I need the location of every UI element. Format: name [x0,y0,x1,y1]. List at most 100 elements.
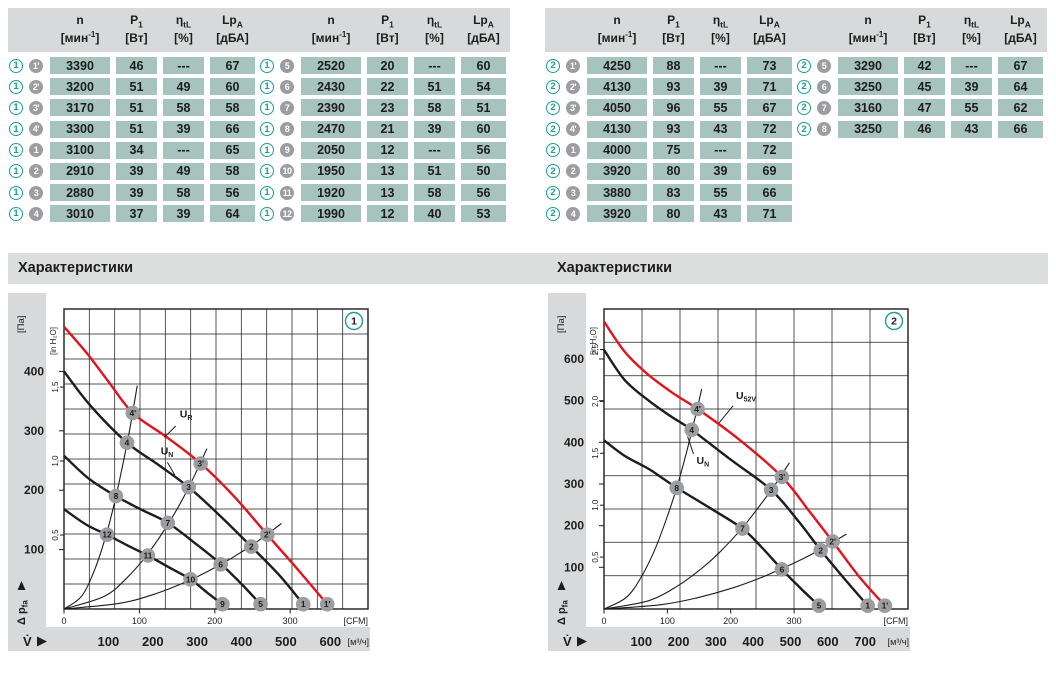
group-number-badge: 1 [9,164,23,179]
value-cell-0: 3200 [50,78,110,96]
group-number-badge: 2 [546,206,560,221]
right-arrow-icon [577,636,587,647]
value-cell-0: 4050 [587,99,647,117]
header-group: n [мин-1] P1 [Вт] ηtL [%] LpA [дБА] [259,8,506,52]
value-cell-1: 13 [367,184,408,202]
operating-point-1: 1 [295,597,311,612]
table-row: 1 5 2520 20 --- 60 [259,57,510,74]
value-cell-1: 93 [653,78,694,96]
operating-point-badge: 1' [29,58,43,73]
value-cell-0: 2390 [301,99,361,117]
cfm-tick-label: 200 [723,616,738,626]
value-cell-3: 53 [461,205,506,223]
table-row: 2 7 3160 47 55 62 [796,99,1047,117]
value-cell-3: 69 [747,162,792,180]
group-number-badge: 1 [260,143,274,158]
cfm-tick-label: 200 [207,616,222,626]
group-number-badge: 1 [260,185,274,200]
svg-text:1: 1 [351,316,357,328]
fan-curve-chart-2: U52V UN 4' 4 3' 3 8 7 2' 2 6 5 1 1' 2 100 200 300 400 500 60… [548,293,928,664]
svg-text:1: 1 [865,601,870,611]
group-number-badge: 1 [260,79,274,94]
group-number-badge: 1 [9,206,23,221]
group-number-badge: 1 [9,58,23,73]
flow-axis-label: V̇ [563,634,572,649]
value-cell-2: 51 [414,162,455,180]
m3h-unit-label: [м³/ч] [888,637,909,647]
operating-point-3': 3' [193,456,208,472]
value-cell-0: 3920 [587,162,647,180]
operating-point-1: 1 [860,598,875,614]
operating-point-4: 4 [119,435,135,451]
value-cell-1: 13 [367,162,408,180]
callout-line [687,436,694,455]
inh2o-tick-label: 1,0 [591,499,600,511]
pa-tick-label: 400 [564,436,584,450]
value-cell-3: 71 [747,78,792,96]
operating-point-5: 5 [253,597,268,612]
value-cell-2: 55 [700,184,741,202]
spec-table-panel-1: n [мин-1] P1 [Вт] ηtL [%] LpA [дБА] n [мин-1] P1 [В… [8,8,510,223]
pa-tick-label: 300 [24,424,44,438]
inh2o-tick-label: 1,0 [51,455,60,467]
operating-point-badge: 4' [29,122,43,137]
value-cell-3: 51 [461,99,506,117]
inh2o-tick-label: 2,0 [591,396,600,408]
table-row: 2 1' 4250 88 --- 73 [545,57,796,74]
inh2o-axis-unit: [in H₂O] [589,327,598,355]
group-number-badge: 1 [260,206,274,221]
table-row: 1 6 2430 22 51 54 [259,78,510,96]
operating-point-10: 10 [183,572,198,587]
operating-point-7: 7 [160,515,176,531]
operating-point-badge: 2' [566,79,580,94]
m3h-tick-label: 500 [780,634,802,649]
value-cell-0: 4130 [587,78,647,96]
table-rows: 1 1' 3390 46 --- 67 1 2' 3200 51 49 60 1 3' 3170 51 58 58… [8,57,510,223]
system-curve-1 [603,389,703,610]
operating-point-badge: 1 [566,143,580,158]
table-row: 2 8 3250 46 43 66 [796,120,1047,138]
svg-text:6: 6 [218,560,223,570]
system-curve-2 [63,448,208,610]
curve-label-U52V: U52V [736,390,756,404]
x-axis-band [548,627,910,652]
svg-text:2: 2 [818,546,823,556]
callout-line [718,405,734,424]
operating-point-3: 3 [181,480,196,495]
value-cell-1: 47 [904,99,945,117]
value-cell-0: 3160 [838,99,898,117]
m3h-tick-label: 300 [186,634,208,649]
value-cell-1: 12 [367,141,408,159]
value-cell-0: 3880 [587,184,647,202]
value-cell-0: 1950 [301,162,361,180]
value-cell-2: 51 [414,78,455,96]
value-cell-1: 51 [116,99,157,117]
group-number-badge: 1 [9,185,23,200]
value-cell-2: --- [414,57,455,74]
table-row: 2 6 3250 45 39 64 [796,78,1047,96]
fan-curve-UN [603,349,869,607]
x-axis-band [8,627,370,652]
operating-point-4': 4' [125,406,141,421]
value-cell-0: 3920 [587,205,647,223]
group-number-badge: 1 [9,79,23,94]
col-header-1-1: P1 [Вт] [913,13,936,46]
subtable: 1 1' 3390 46 --- 67 1 2' 3200 51 49 60 1 3' 3170 51 58 58… [8,57,259,223]
cfm-unit-label: [CFM] [884,616,909,626]
operating-point-badge: 6 [280,79,294,94]
value-cell-0: 2880 [50,184,110,202]
operating-point-6: 6 [213,557,228,573]
value-cell-2: 40 [414,205,455,223]
table-rows: 2 1' 4250 88 --- 73 2 2' 4130 93 39 71 2 3' 4050 96 55 67… [545,57,1047,223]
operating-point-12: 12 [99,527,115,543]
value-cell-2: 55 [951,99,992,117]
operating-point-4: 4 [684,422,699,438]
table-row: 1 2 2910 39 49 58 [8,162,259,180]
value-cell-2: --- [700,57,741,74]
value-cell-1: 34 [116,141,157,159]
table-row: 1 3' 3170 51 58 58 [8,99,259,117]
svg-text:2: 2 [891,316,897,328]
fan-performance-chart-2: U52V UN 4' 4 3' 3 8 7 2' 2 6 5 1 1' 2 100 200 300 400 500 60… [548,293,910,652]
curve-label-UN: UN [161,446,174,460]
col-header-1-0: n [мин-1] [848,13,888,45]
